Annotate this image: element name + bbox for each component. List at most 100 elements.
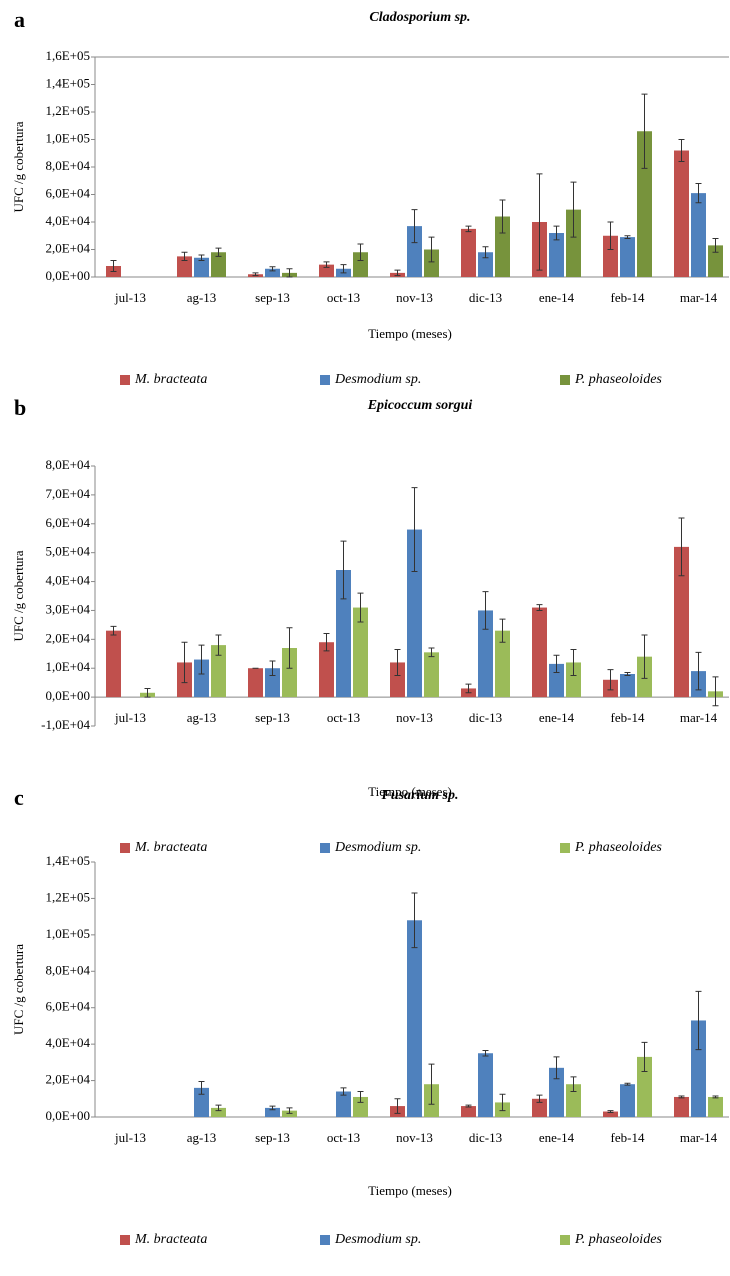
legend-label: Desmodium sp. [334, 1232, 421, 1247]
x-tick-label: ene-14 [539, 1130, 575, 1145]
y-axis-label: UFC /g cobertura [11, 121, 26, 212]
error-bar [624, 672, 631, 676]
error-bar [553, 1056, 560, 1080]
bar [566, 1084, 581, 1117]
y-tick-label: 1,6E+05 [45, 48, 90, 63]
legend-label: M. bracteata [134, 1232, 207, 1247]
legend-swatch [560, 1235, 570, 1245]
bar [620, 1084, 635, 1117]
bar [691, 1020, 706, 1117]
y-tick-label: 1,0E+05 [45, 926, 90, 941]
error-bar [286, 268, 293, 278]
bar [336, 570, 351, 698]
error-bar [340, 540, 347, 600]
error-bar [323, 633, 330, 652]
bar [674, 1096, 689, 1117]
x-tick-label: mar-14 [680, 290, 718, 305]
error-bar [428, 647, 435, 658]
legend-swatch [320, 843, 330, 853]
error-bar [340, 264, 347, 274]
bar [424, 652, 439, 698]
error-bar [482, 246, 489, 259]
y-tick-label: -1,0E+04 [41, 717, 90, 732]
bar [407, 226, 422, 277]
x-tick-label: dic-13 [469, 290, 502, 305]
bar [549, 233, 564, 277]
y-tick-label: 1,0E+04 [45, 659, 90, 674]
error-bar [465, 225, 472, 233]
y-tick-label: 1,2E+05 [45, 103, 90, 118]
y-tick-label: 0,0E+00 [45, 268, 90, 283]
y-tick-label: 8,0E+04 [45, 457, 90, 472]
bar [637, 1056, 652, 1117]
bar [708, 245, 723, 277]
y-tick-label: 2,0E+04 [45, 630, 90, 645]
x-tick-label: sep-13 [255, 1130, 290, 1145]
legend-swatch [120, 843, 130, 853]
bar [566, 662, 581, 698]
error-bar [215, 1104, 222, 1112]
x-tick-label: ag-13 [187, 290, 217, 305]
x-tick-label: ag-13 [187, 1130, 217, 1145]
error-bar [357, 592, 364, 623]
x-tick-label: nov-13 [396, 710, 433, 725]
bar [211, 1107, 226, 1117]
error-bar [394, 1098, 401, 1114]
bar [353, 252, 368, 277]
bar [211, 252, 226, 277]
bar [424, 249, 439, 277]
bar [265, 668, 280, 698]
error-bar [411, 487, 418, 572]
error-bar [553, 654, 560, 674]
error-bar [712, 238, 719, 253]
legend-label: P. phaseoloides [574, 1232, 662, 1247]
error-bar [411, 892, 418, 949]
error-bar [712, 1095, 719, 1099]
bar [637, 131, 652, 277]
y-tick-label: 1,0E+05 [45, 130, 90, 145]
error-bar [607, 669, 614, 691]
error-bar [482, 1050, 489, 1057]
error-bar [641, 93, 648, 169]
bar [194, 257, 209, 277]
bar [603, 235, 618, 277]
y-tick-label: 6,0E+04 [45, 185, 90, 200]
bar [620, 674, 635, 698]
bar [708, 1096, 723, 1117]
y-tick-label: 6,0E+04 [45, 515, 90, 530]
x-tick-label: jul-13 [114, 290, 146, 305]
chart-title: Cladosporium sp. [369, 10, 470, 25]
bar [532, 607, 547, 698]
bar [319, 642, 334, 698]
error-bar [570, 1076, 577, 1092]
y-tick-label: 1,4E+05 [45, 853, 90, 868]
error-bar [198, 254, 205, 261]
error-bar [499, 1093, 506, 1112]
bar [495, 630, 510, 698]
bar [353, 1096, 368, 1117]
legend-swatch [320, 375, 330, 385]
error-bar [428, 1063, 435, 1105]
error-bar [394, 269, 401, 277]
bar [674, 546, 689, 698]
bar [603, 1111, 618, 1117]
x-tick-label: jul-13 [114, 1130, 146, 1145]
chart-title: Epicoccum sorgui [367, 398, 473, 413]
y-tick-label: 7,0E+04 [45, 486, 90, 501]
error-bar [144, 687, 151, 698]
bar [282, 648, 297, 698]
y-tick-label: 4,0E+04 [45, 1035, 90, 1050]
error-bar [181, 641, 188, 684]
legend-label: Desmodium sp. [334, 840, 421, 855]
legend-label: P. phaseoloides [574, 840, 662, 855]
panel-label: c [14, 785, 24, 810]
chart-title: Fusarium sp. [380, 788, 458, 803]
error-bar [482, 591, 489, 630]
error-bar [641, 1041, 648, 1072]
bar [478, 252, 493, 277]
x-tick-label: jul-13 [114, 710, 146, 725]
y-axis-label: UFC /g cobertura [11, 944, 26, 1035]
y-tick-label: 2,0E+04 [45, 240, 90, 255]
error-bar [570, 181, 577, 238]
